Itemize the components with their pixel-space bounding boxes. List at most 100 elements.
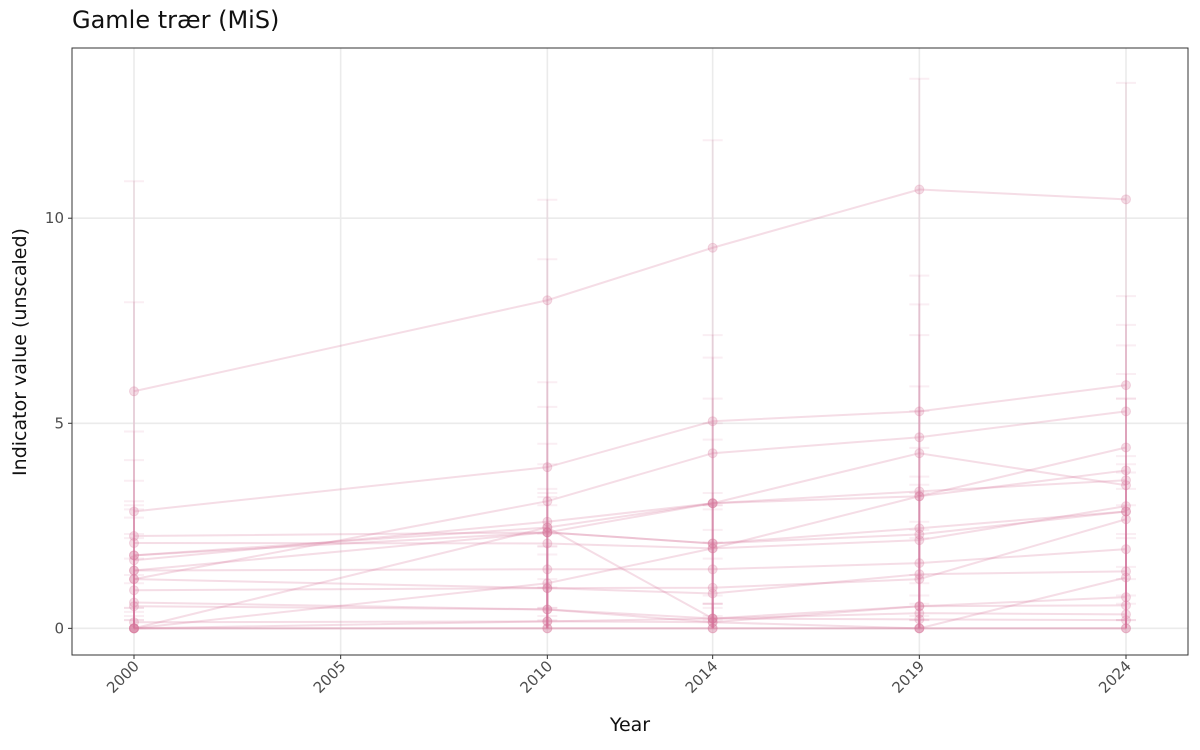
data-point: [1121, 506, 1131, 517]
data-point: [129, 550, 139, 561]
x-tick-label: 2000: [103, 657, 143, 697]
data-point: [707, 623, 718, 634]
chart-title: Gamle trær (MiS): [72, 6, 280, 34]
data-point: [914, 523, 925, 534]
series-10: [124, 487, 1136, 629]
data-point: [914, 558, 925, 569]
data-point: [129, 623, 139, 634]
data-point: [542, 604, 553, 615]
data-point: [542, 522, 553, 533]
series-line: [133, 570, 1127, 595]
data-point: [914, 623, 925, 634]
data-point: [1121, 566, 1131, 577]
data-point: [707, 543, 718, 554]
data-point: [707, 613, 718, 624]
series-line: [133, 548, 1127, 572]
data-point: [129, 538, 139, 549]
data-point: [129, 506, 139, 517]
data-point: [914, 569, 925, 580]
series-line: [133, 188, 1127, 393]
data-point: [129, 601, 139, 612]
data-point: [707, 613, 718, 624]
data-point: [542, 527, 553, 538]
data-point: [914, 535, 925, 546]
data-point: [129, 574, 139, 585]
data-point: [707, 538, 718, 549]
series-2: [124, 258, 1136, 629]
series-13: [124, 565, 1136, 629]
series-line: [133, 612, 1127, 624]
data-point: [542, 564, 553, 575]
data-point: [914, 491, 925, 502]
x-tick-label: 2024: [1095, 657, 1135, 697]
data-point: [542, 623, 553, 634]
series-line: [133, 620, 1126, 630]
data-point: [542, 516, 553, 527]
data-point: [1121, 623, 1131, 634]
data-point: [914, 601, 925, 612]
data-point: [914, 184, 925, 195]
data-point: [914, 406, 925, 417]
data-point: [129, 623, 139, 634]
series-line: [133, 510, 1127, 557]
x-tick-label: 2010: [516, 657, 556, 697]
data-point: [914, 574, 925, 585]
plot-panel: [72, 48, 1188, 655]
series-14: [124, 578, 1136, 629]
series-line: [133, 596, 1127, 620]
data-point: [542, 538, 553, 549]
series-line: [133, 510, 1127, 545]
series-19: [124, 606, 1136, 634]
data-point: [542, 604, 553, 615]
series-11: [124, 504, 1136, 629]
data-point: [707, 613, 718, 624]
data-point: [1121, 572, 1131, 583]
data-point: [542, 496, 553, 507]
series-line: [133, 604, 1127, 624]
data-point: [542, 616, 553, 627]
x-tick-label: 2005: [310, 657, 350, 697]
series-7: [124, 455, 1136, 629]
data-point: [542, 527, 553, 538]
data-point: [1121, 480, 1131, 491]
data-point: [129, 585, 139, 596]
x-tick-label: 2014: [682, 657, 722, 697]
series-line: [133, 384, 1127, 513]
data-point: [707, 588, 718, 599]
data-point: [914, 529, 925, 540]
data-point: [542, 578, 553, 589]
series-line: [133, 469, 1127, 562]
data-point: [707, 448, 718, 459]
data-point: [707, 498, 718, 509]
data-point: [707, 416, 718, 427]
data-point: [914, 623, 925, 634]
data-point: [129, 550, 139, 561]
data-point: [1121, 501, 1131, 512]
series-17: [124, 537, 1136, 634]
series-line: [133, 446, 1127, 630]
data-point: [542, 295, 553, 306]
data-point: [707, 242, 718, 253]
x-axis-label: Year: [609, 714, 651, 736]
data-point: [707, 623, 718, 634]
data-point: [1121, 623, 1131, 634]
data-point: [542, 616, 553, 627]
data-point: [129, 386, 139, 397]
data-point: [914, 432, 925, 443]
series-9: [124, 397, 1136, 634]
series-line: [133, 518, 1127, 590]
data-point: [1121, 514, 1131, 525]
data-point: [542, 522, 553, 533]
series-20: [124, 471, 1136, 629]
series-line: [133, 479, 1127, 557]
series-5: [124, 373, 1136, 629]
data-point: [1121, 442, 1131, 453]
x-tick-label: 2019: [888, 657, 928, 697]
data-point: [707, 538, 718, 549]
series-line: [134, 576, 1127, 630]
data-point: [914, 486, 925, 497]
series-18: [124, 619, 1136, 634]
data-point: [129, 617, 139, 628]
data-point: [542, 462, 553, 473]
